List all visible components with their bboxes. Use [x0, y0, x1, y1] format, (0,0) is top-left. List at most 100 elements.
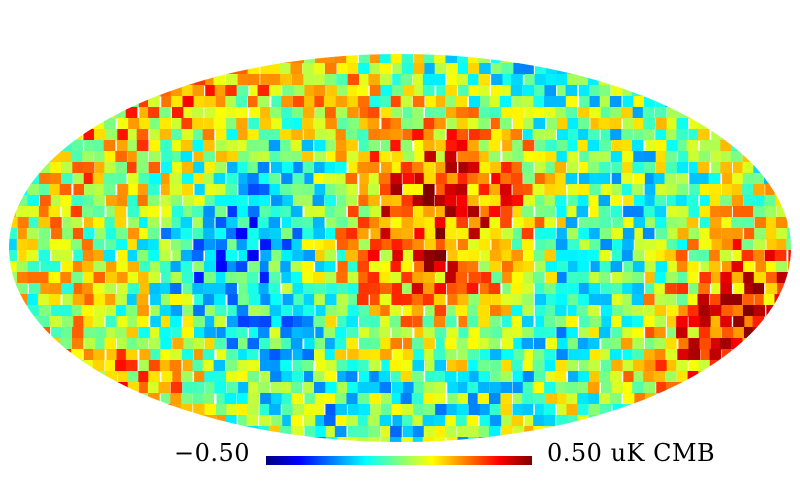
map-pixel: [216, 327, 228, 339]
map-pixel: [257, 327, 270, 339]
map-pixel: [732, 162, 745, 174]
map-pixel: [523, 217, 536, 229]
map-pixel: [644, 195, 657, 207]
map-pixel: [126, 393, 138, 405]
map-pixel: [117, 371, 130, 383]
map-pixel: [27, 162, 39, 174]
map-pixel: [644, 360, 656, 372]
map-pixel: [434, 250, 447, 262]
map-pixel: [588, 360, 600, 372]
map-pixel: [368, 327, 381, 339]
map-pixel: [666, 206, 679, 218]
map-pixel: [259, 415, 271, 427]
map-pixel: [259, 206, 272, 218]
map-pixel: [414, 173, 426, 185]
map-pixel: [664, 283, 677, 295]
map-pixel: [731, 228, 743, 240]
map-pixel: [522, 140, 535, 152]
map-pixel: [236, 426, 249, 438]
map-pixel: [730, 294, 743, 306]
map-pixel: [282, 239, 294, 251]
map-pixel: [478, 184, 491, 196]
map-pixel: [667, 327, 679, 339]
map-pixel: [347, 349, 359, 361]
map-pixel: [731, 195, 744, 207]
map-pixel: [171, 162, 184, 174]
map-pixel: [18, 294, 30, 306]
map-pixel: [148, 272, 161, 284]
map-pixel: [533, 327, 546, 339]
map-pixel: [765, 272, 778, 284]
map-pixel: [544, 85, 557, 97]
map-pixel: [259, 404, 272, 416]
map-pixel: [104, 338, 117, 350]
map-pixel: [235, 228, 248, 240]
map-pixel: [434, 283, 446, 295]
map-pixel: [666, 195, 679, 207]
map-pixel: [444, 184, 457, 196]
map-pixel: [577, 140, 589, 152]
map-pixel: [39, 195, 52, 207]
map-pixel: [500, 107, 513, 119]
map-pixel: [358, 140, 371, 152]
map-pixel: [654, 338, 666, 350]
map-pixel: [523, 151, 536, 163]
map-pixel: [324, 250, 337, 262]
map-pixel: [358, 283, 371, 295]
map-pixel: [303, 129, 316, 141]
map-pixel: [50, 195, 63, 207]
map-pixel: [226, 228, 238, 240]
map-pixel: [502, 327, 514, 339]
map-pixel: [346, 96, 359, 108]
map-pixel: [282, 54, 295, 64]
map-pixel: [280, 360, 292, 372]
map-pixel: [325, 426, 338, 438]
map-pixel: [148, 239, 160, 251]
map-pixel: [512, 294, 525, 306]
map-pixel: [115, 294, 127, 306]
map-pixel: [567, 250, 579, 262]
map-pixel: [510, 85, 523, 97]
map-pixel: [293, 316, 305, 328]
map-pixel: [787, 195, 791, 207]
map-pixel: [304, 206, 317, 218]
map-pixel: [457, 54, 469, 64]
map-pixel: [491, 272, 503, 284]
map-pixel: [380, 426, 393, 438]
map-pixel: [158, 382, 171, 394]
map-pixel: [478, 118, 490, 130]
map-pixel: [147, 382, 160, 394]
map-pixel: [60, 338, 72, 350]
map-pixel: [776, 272, 789, 284]
map-pixel: [412, 129, 424, 141]
map-pixel: [535, 206, 547, 218]
map-pixel: [380, 338, 392, 350]
map-pixel: [137, 184, 150, 196]
map-pixel: [555, 96, 567, 108]
map-pixel: [138, 272, 150, 284]
map-pixel: [127, 129, 140, 141]
map-pixel: [478, 437, 491, 442]
map-pixel: [478, 140, 491, 152]
map-pixel: [260, 305, 272, 317]
map-pixel: [764, 162, 776, 174]
map-pixel: [139, 382, 151, 394]
map-pixel: [435, 162, 447, 174]
map-pixel: [678, 338, 691, 350]
map-pixel: [390, 118, 402, 130]
map-pixel: [293, 162, 305, 174]
map-pixel: [279, 184, 292, 196]
map-pixel: [534, 393, 546, 405]
map-pixel: [697, 250, 710, 262]
map-pixel: [225, 415, 237, 427]
map-pixel: [763, 294, 776, 306]
map-pixel: [60, 151, 73, 163]
map-pixel: [424, 217, 436, 229]
map-pixel: [579, 151, 591, 163]
map-pixel: [17, 305, 29, 317]
map-pixel: [511, 272, 524, 284]
map-pixel: [215, 239, 228, 251]
map-pixel: [676, 327, 688, 339]
map-pixel: [576, 305, 589, 317]
map-pixel: [423, 162, 435, 174]
